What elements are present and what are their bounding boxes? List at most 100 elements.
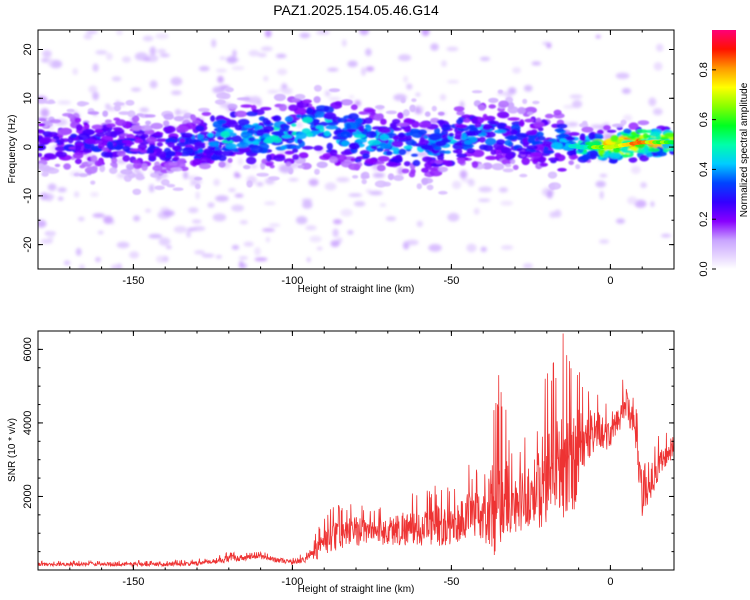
spectrogram-noise-cell — [92, 213, 105, 218]
spectrogram-band-cell — [195, 125, 205, 132]
spectrogram-band-cell — [292, 148, 299, 153]
colorbar-tick-label: 0.0 — [698, 261, 710, 276]
spectrogram-noise-cell — [116, 30, 123, 36]
spectrogram-band-cell — [173, 156, 180, 161]
spectrogram-band-cell — [146, 137, 158, 143]
spectrogram-noise-cell — [156, 255, 166, 263]
spectrogram-band-cell — [310, 129, 321, 134]
spectrogram-band-cell — [326, 122, 339, 126]
spectrogram-band-cell — [83, 121, 89, 126]
spectrogram-band-cell — [285, 161, 292, 167]
spectrogram-band-cell — [323, 130, 331, 137]
spectrogram-band-cell — [395, 154, 402, 160]
spectrogram-band-cell — [559, 138, 567, 143]
spectrogram-band-cell — [656, 151, 667, 157]
spectrogram-band-cell — [150, 172, 159, 178]
spectrogram-band-cell — [57, 128, 71, 136]
spectrogram-band-cell — [145, 120, 152, 126]
spectrogram-band-cell — [316, 161, 328, 169]
spectrogram-noise-cell — [324, 90, 331, 97]
spectrogram-band-cell — [117, 150, 126, 157]
spectrogram-band-cell — [94, 160, 103, 167]
spectrogram-noise-cell — [498, 187, 508, 193]
spectrogram-band-cell — [507, 117, 520, 121]
spectrogram-noise-cell — [296, 122, 303, 128]
colorbar: 0.0 0.2 0.4 0.6 0.8 Normalized spectral ampl… — [698, 30, 750, 277]
spectrogram-band-cell — [398, 148, 407, 156]
spectrogram-band-cell — [622, 133, 629, 137]
spectrogram-noise-cell — [473, 207, 480, 215]
spectrogram-band-cell — [370, 146, 378, 150]
spectrogram-noise-cell — [262, 228, 275, 232]
spectrogram-noise-cell — [97, 230, 104, 235]
spectrogram-band-cell — [367, 139, 381, 146]
spectrogram-noise-cell — [523, 85, 533, 92]
spectrogram-band-cell — [228, 120, 238, 128]
spectrogram-noise-cell — [260, 46, 273, 52]
spectrogram-noise-cell — [660, 233, 672, 238]
spectrogram-band-cell — [133, 138, 144, 144]
spectrogram-noise-cell — [111, 76, 122, 82]
spectrogram-band-cell — [313, 84, 322, 92]
spectrogram-band-cell — [482, 162, 493, 170]
spectrogram-noise-cell — [158, 237, 171, 246]
spectrogram-band-cell — [531, 129, 538, 134]
spectrogram-noise-cell — [627, 196, 638, 205]
spectrogram-band-cell — [428, 133, 441, 141]
spectrogram-band-cell — [637, 120, 650, 126]
x-tick-label: -100 — [281, 576, 303, 588]
spectrogram-noise-cell — [296, 216, 308, 225]
spectrogram-band-cell — [663, 132, 674, 138]
spectrogram-band-cell — [263, 138, 274, 144]
spectrogram-band-cell — [236, 142, 249, 148]
spectrogram-band-cell — [495, 139, 506, 145]
spectrogram-band-cell — [230, 135, 242, 143]
spectrogram-band-cell — [455, 148, 463, 155]
spectrogram-noise-cell — [416, 220, 423, 228]
spectrogram-band-cell — [113, 102, 125, 106]
spectrogram-band-cell — [380, 118, 387, 125]
figure-title: PAZ1.2025.154.05.46.G14 — [273, 2, 439, 18]
spectrogram-band-cell — [227, 103, 238, 110]
spectrogram-noise-cell — [173, 225, 188, 234]
spectrogram-band-cell — [172, 187, 184, 191]
spectrogram-band-cell — [305, 131, 314, 137]
spectrogram-band-cell — [91, 124, 103, 130]
spectrogram-noise-cell — [397, 166, 404, 176]
spectrogram-band-cell — [172, 145, 182, 151]
spectrogram-band-cell — [150, 122, 163, 130]
spectrogram-band-cell — [208, 141, 219, 147]
spectrogram-band-cell — [243, 164, 251, 170]
spectrogram-band-cell — [323, 105, 330, 112]
spectrogram-band-cell — [112, 127, 123, 131]
spectrogram-band-cell — [355, 138, 367, 143]
y-tick-label: 2000 — [22, 484, 34, 508]
spectrogram-band-cell — [557, 167, 567, 172]
spectrogram-band-cell — [132, 188, 142, 195]
spectrogram-band-cell — [491, 163, 505, 171]
spectrogram-band-cell — [192, 158, 202, 166]
spectrogram-band-cell — [442, 124, 452, 128]
spectrogram-band-cell — [453, 142, 464, 146]
spectrogram-band-cell — [582, 120, 588, 125]
spectrogram-band-cell — [225, 87, 234, 93]
spectrogram-band-cell — [551, 142, 563, 150]
spectrogram-noise-cell — [250, 164, 258, 169]
snr-xlabel: Height of straight line (km) — [298, 584, 415, 595]
spectrogram-band-cell — [198, 107, 210, 112]
spectrogram-band-cell — [91, 165, 98, 171]
spectrogram-band-cell — [539, 162, 548, 167]
spectrogram-noise-cell — [194, 250, 206, 255]
spectrogram-noise-cell — [148, 184, 155, 193]
spectrogram-band-cell — [273, 155, 286, 162]
spectrogram-band-cell — [418, 139, 430, 145]
colorbar-label: Normalized spectral amplitude — [739, 82, 750, 217]
spectrogram-noise-cell — [630, 165, 641, 174]
spectrogram-noise-cell — [228, 188, 236, 192]
spectrogram-band-cell — [603, 125, 611, 131]
spectrogram-band-cell — [126, 165, 134, 170]
spectrogram-band-cell — [254, 124, 260, 131]
spectrogram-noise-cell — [441, 60, 447, 67]
spectrogram-band-cell — [379, 134, 390, 141]
spectrogram-noise-cell — [336, 177, 350, 183]
